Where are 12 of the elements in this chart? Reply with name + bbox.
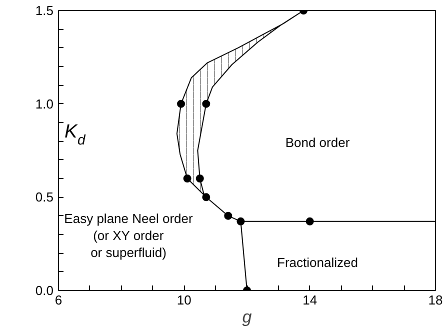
x-tick-label: 14 [302,292,318,308]
x-tick-label: 10 [176,292,192,308]
annotation: Fractionalized [277,255,358,270]
y-tick-label: 0.5 [35,190,54,205]
x-tick-label: 18 [428,292,443,308]
x-axis-title: g [242,308,252,326]
annotation: Easy plane Neel order (or XY order or superfluid) [64,211,194,260]
annotation: Bond order [285,135,350,150]
x-tick-label: 6 [54,292,62,308]
y-tick-label: 1.5 [35,3,54,18]
y-tick-label: 0.0 [35,283,54,298]
y-tick-label: 1.0 [35,96,54,112]
